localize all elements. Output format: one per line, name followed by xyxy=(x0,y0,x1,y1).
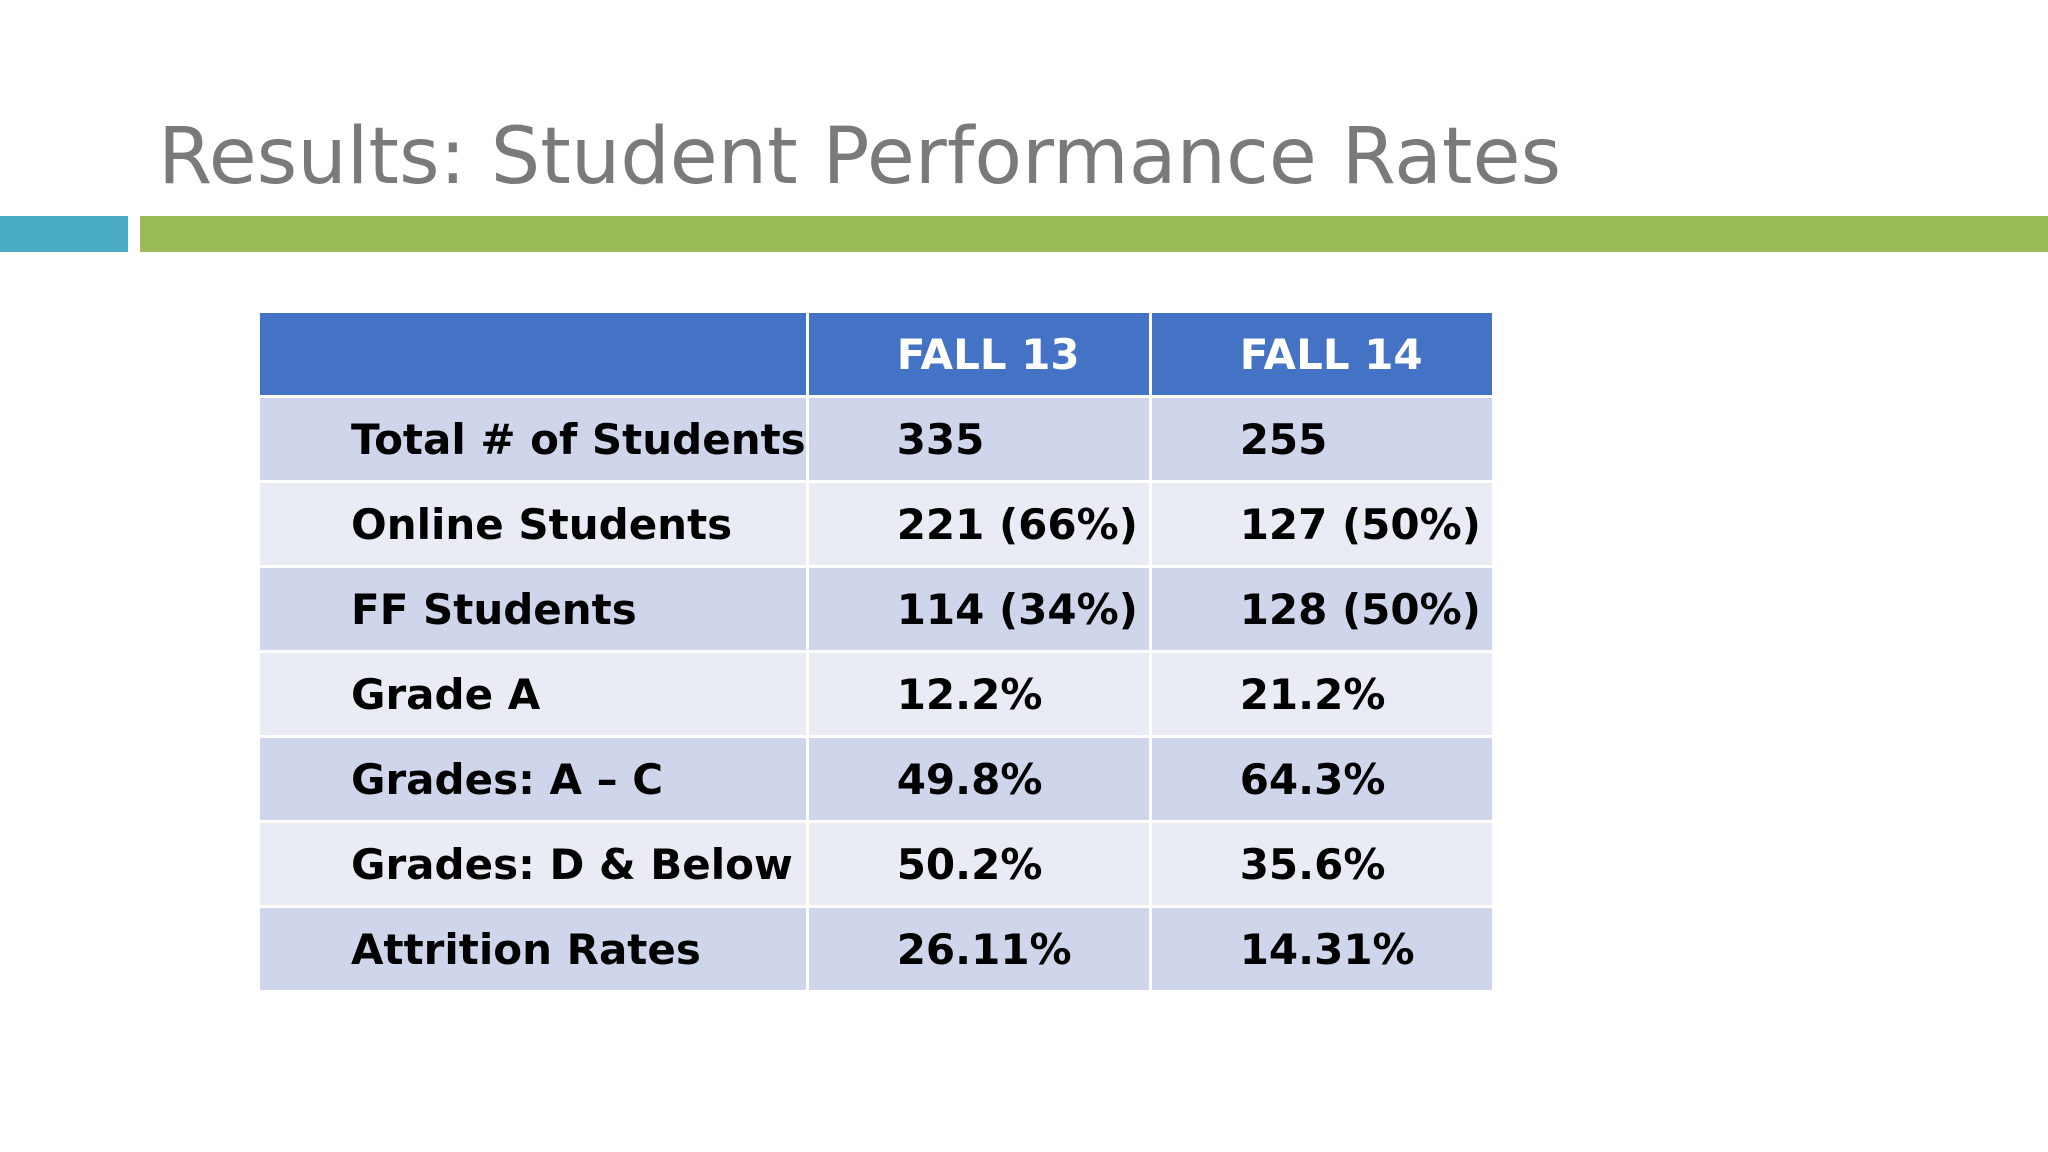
header-cell-fall-14: FALL 14 xyxy=(1148,310,1495,398)
row-label: Grades: A – C xyxy=(257,735,809,823)
table-header-row: FALL 13 FALL 14 xyxy=(257,310,1495,398)
fall-14-value: 255 xyxy=(1148,395,1495,483)
row-label: Grades: D & Below xyxy=(257,820,809,908)
fall-14-value: 127 (50%) xyxy=(1148,480,1495,568)
row-label: Attrition Rates xyxy=(257,905,809,993)
accent-bar-green xyxy=(140,216,2048,252)
table-row: Online Students 221 (66%) 127 (50%) xyxy=(257,480,1495,568)
table-row: Grades: D & Below 50.2% 35.6% xyxy=(257,820,1495,908)
results-table: FALL 13 FALL 14 Total # of Students 335 … xyxy=(257,310,1495,993)
fall-13-value: 49.8% xyxy=(805,735,1152,823)
table-row: FF Students 114 (34%) 128 (50%) xyxy=(257,565,1495,653)
fall-13-value: 221 (66%) xyxy=(805,480,1152,568)
row-label: Grade A xyxy=(257,650,809,738)
fall-13-value: 335 xyxy=(805,395,1152,483)
fall-13-value: 12.2% xyxy=(805,650,1152,738)
header-cell-fall-13: FALL 13 xyxy=(805,310,1152,398)
fall-14-value: 128 (50%) xyxy=(1148,565,1495,653)
fall-13-value: 26.11% xyxy=(805,905,1152,993)
table-row: Grades: A – C 49.8% 64.3% xyxy=(257,735,1495,823)
row-label: Online Students xyxy=(257,480,809,568)
row-label: FF Students xyxy=(257,565,809,653)
accent-bar-blue xyxy=(0,216,128,252)
fall-14-value: 64.3% xyxy=(1148,735,1495,823)
fall-14-value: 35.6% xyxy=(1148,820,1495,908)
table-row: Total # of Students 335 255 xyxy=(257,395,1495,483)
table-row: Grade A 12.2% 21.2% xyxy=(257,650,1495,738)
fall-13-value: 114 (34%) xyxy=(805,565,1152,653)
header-cell-empty xyxy=(257,310,809,398)
row-label: Total # of Students xyxy=(257,395,809,483)
slide-title: Results: Student Performance Rates xyxy=(158,112,1562,202)
fall-14-value: 21.2% xyxy=(1148,650,1495,738)
table-row: Attrition Rates 26.11% 14.31% xyxy=(257,905,1495,993)
fall-13-value: 50.2% xyxy=(805,820,1152,908)
fall-14-value: 14.31% xyxy=(1148,905,1495,993)
